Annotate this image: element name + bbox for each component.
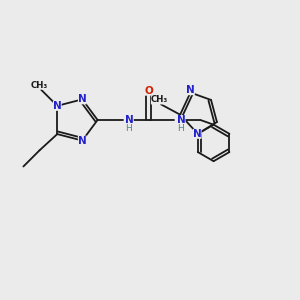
Text: N: N (177, 115, 185, 125)
Text: CH₃: CH₃ (31, 81, 48, 90)
Text: N: N (53, 101, 62, 111)
Text: H: H (177, 124, 184, 133)
Text: CH₃: CH₃ (151, 95, 168, 104)
Text: N: N (186, 85, 195, 95)
Text: N: N (78, 94, 87, 104)
Text: N: N (78, 136, 87, 146)
Text: N: N (193, 129, 202, 139)
Text: N: N (125, 115, 134, 125)
Text: O: O (144, 85, 153, 95)
Text: H: H (125, 124, 132, 133)
